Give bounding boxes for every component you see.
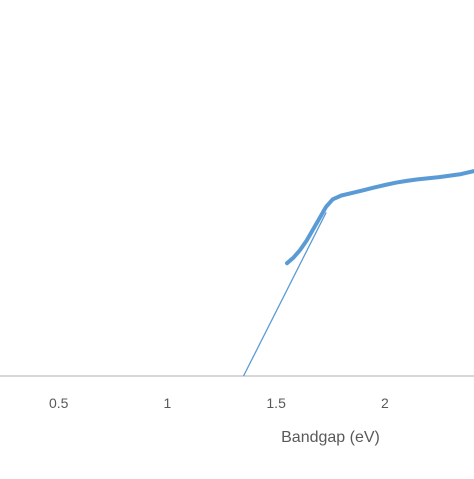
- x-tick-label: 1: [164, 395, 172, 411]
- x-tick-labels: 0.5 1 1.5 2: [49, 395, 389, 411]
- x-axis-title: Bandgap (eV): [281, 429, 380, 446]
- x-tick-label: 1.5: [266, 395, 286, 411]
- series-line-absorption: [285, 169, 474, 266]
- tangent-fit-line: [242, 212, 327, 377]
- x-tick-label: 0.5: [49, 395, 69, 411]
- x-tick-label: 2: [381, 395, 389, 411]
